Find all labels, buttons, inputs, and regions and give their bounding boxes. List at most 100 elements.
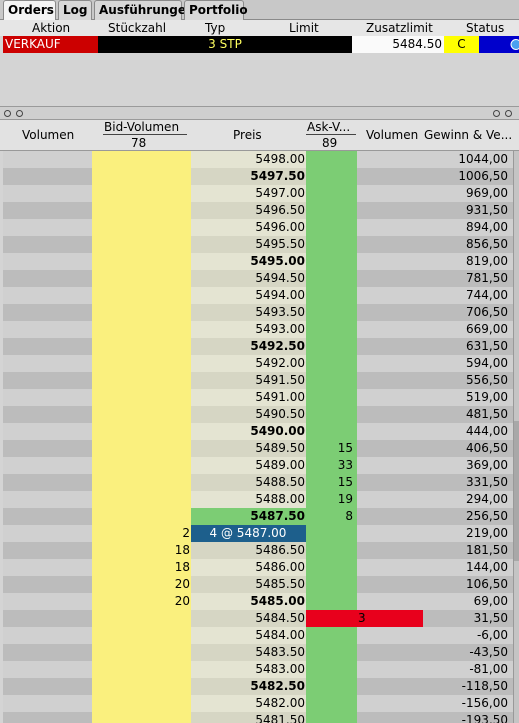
volume2-cell[interactable] — [357, 236, 423, 253]
pnl-cell[interactable]: 294,00 — [466, 492, 508, 506]
price-cell[interactable]: 5491.50 — [191, 372, 306, 389]
ladder-row[interactable]: 5497.00 969,00 — [3, 185, 513, 202]
volume-cell[interactable] — [3, 712, 92, 723]
price-cell[interactable]: 5494.50 — [191, 270, 306, 287]
pnl-cell[interactable]: 894,00 — [466, 220, 508, 234]
bid-cell[interactable] — [92, 423, 191, 440]
ask-cell[interactable]: 33 — [306, 457, 357, 474]
pnl-cell[interactable]: 781,50 — [466, 271, 508, 285]
price-cell[interactable]: 5497.00 — [191, 185, 306, 202]
bid-cell[interactable] — [92, 491, 191, 508]
bid-cell[interactable] — [92, 168, 191, 185]
bid-cell[interactable] — [92, 270, 191, 287]
volume-cell[interactable] — [3, 627, 92, 644]
volume-cell[interactable] — [3, 440, 92, 457]
bid-cell[interactable] — [92, 610, 191, 627]
volume-cell[interactable] — [3, 338, 92, 355]
pnl-cell[interactable]: 556,50 — [466, 373, 508, 387]
bid-cell[interactable]: 20 — [92, 576, 191, 593]
scrollbar[interactable] — [513, 151, 519, 723]
ladder-row[interactable]: 18 5486.50 181,50 — [3, 542, 513, 559]
pnl-cell[interactable]: 481,50 — [466, 407, 508, 421]
ladder-row[interactable]: 5496.50 931,50 — [3, 202, 513, 219]
pnl-cell[interactable]: -156,00 — [461, 696, 508, 710]
ask-cell[interactable] — [306, 372, 357, 389]
volume2-cell[interactable] — [357, 491, 423, 508]
pnl-cell[interactable]: 406,50 — [466, 441, 508, 455]
ask-cell[interactable] — [306, 355, 357, 372]
pnl-cell[interactable]: 519,00 — [466, 390, 508, 404]
pnl-cell[interactable]: 256,50 — [466, 509, 508, 523]
volume-cell[interactable] — [3, 457, 92, 474]
pnl-cell[interactable]: 669,00 — [466, 322, 508, 336]
bid-cell[interactable] — [92, 372, 191, 389]
bid-cell[interactable] — [92, 695, 191, 712]
ladder-row[interactable]: 5494.50 781,50 — [3, 270, 513, 287]
price-cell[interactable]: 5496.50 — [191, 202, 306, 219]
volume-cell[interactable] — [3, 185, 92, 202]
volume2-cell[interactable] — [357, 372, 423, 389]
volume-cell[interactable] — [3, 304, 92, 321]
col-aktion[interactable]: Aktion — [32, 21, 71, 35]
volume2-cell[interactable] — [357, 406, 423, 423]
pnl-cell[interactable]: 181,50 — [466, 543, 508, 557]
ladder-row[interactable]: 5493.00 669,00 — [3, 321, 513, 338]
price-cell[interactable]: 5496.00 — [191, 219, 306, 236]
volume2-cell[interactable] — [357, 440, 423, 457]
volume2-cell[interactable] — [357, 678, 423, 695]
ask-cell[interactable] — [306, 185, 357, 202]
order-qty-type[interactable]: 3 STP — [98, 36, 352, 53]
bid-cell[interactable] — [92, 304, 191, 321]
price-cell[interactable]: 5482.50 — [191, 678, 306, 695]
col-stueckzahl[interactable]: Stückzahl — [108, 21, 167, 35]
bid-cell[interactable] — [92, 219, 191, 236]
bid-cell[interactable] — [92, 338, 191, 355]
price-cell[interactable]: 5495.50 — [191, 236, 306, 253]
tab-log[interactable]: Log — [58, 0, 92, 20]
ask-cell[interactable] — [306, 253, 357, 270]
bid-cell[interactable] — [92, 627, 191, 644]
ask-cell[interactable]: 15 — [306, 440, 357, 457]
ladder-row[interactable]: 5489.50 15 406,50 — [3, 440, 513, 457]
hdr-bid-volumen[interactable]: Bid-Volumen — [104, 120, 180, 134]
pnl-cell[interactable]: 819,00 — [466, 254, 508, 268]
ask-cell[interactable] — [306, 542, 357, 559]
volume-cell[interactable] — [3, 474, 92, 491]
ask-cell[interactable] — [306, 644, 357, 661]
volume-cell[interactable] — [3, 151, 92, 168]
tab-orders[interactable]: Orders — [3, 0, 56, 20]
col-status[interactable]: Status — [466, 21, 505, 35]
price-cell[interactable]: 5492.00 — [191, 355, 306, 372]
ask-cell[interactable] — [306, 423, 357, 440]
volume-cell[interactable] — [3, 593, 92, 610]
ask-cell[interactable] — [306, 661, 357, 678]
ladder-row[interactable]: 5495.00 819,00 — [3, 253, 513, 270]
price-cell[interactable]: 4 @ 5487.00 — [191, 525, 306, 542]
ladder-row[interactable]: 5483.50 -43,50 — [3, 644, 513, 661]
ladder-row[interactable]: 5496.00 894,00 — [3, 219, 513, 236]
volume2-cell[interactable] — [357, 151, 423, 168]
bid-cell[interactable]: 2 — [92, 525, 191, 542]
volume2-cell[interactable] — [357, 270, 423, 287]
col-zusatzlimit[interactable]: Zusatzlimit — [366, 21, 433, 35]
pnl-cell[interactable]: 369,00 — [466, 458, 508, 472]
ladder-row[interactable]: 5495.50 856,50 — [3, 236, 513, 253]
price-cell[interactable]: 5487.50 — [191, 508, 306, 525]
volume2-cell[interactable] — [357, 559, 423, 576]
bid-cell[interactable] — [92, 389, 191, 406]
pnl-cell[interactable]: 106,50 — [466, 577, 508, 591]
order-zusatzlimit[interactable]: 5484.50 — [352, 36, 444, 53]
bid-cell[interactable] — [92, 253, 191, 270]
pnl-cell[interactable]: 931,50 — [466, 203, 508, 217]
ladder-row[interactable]: 5484.50 3 31,50 — [3, 610, 513, 627]
volume-cell[interactable] — [3, 389, 92, 406]
bid-cell[interactable] — [92, 644, 191, 661]
volume-cell[interactable] — [3, 270, 92, 287]
ladder-row[interactable]: 5492.50 631,50 — [3, 338, 513, 355]
ask-cell[interactable] — [306, 236, 357, 253]
bid-cell[interactable] — [92, 712, 191, 723]
bid-cell[interactable] — [92, 508, 191, 525]
price-cell[interactable]: 5482.00 — [191, 695, 306, 712]
volume2-cell[interactable] — [357, 576, 423, 593]
volume2-cell[interactable] — [357, 185, 423, 202]
